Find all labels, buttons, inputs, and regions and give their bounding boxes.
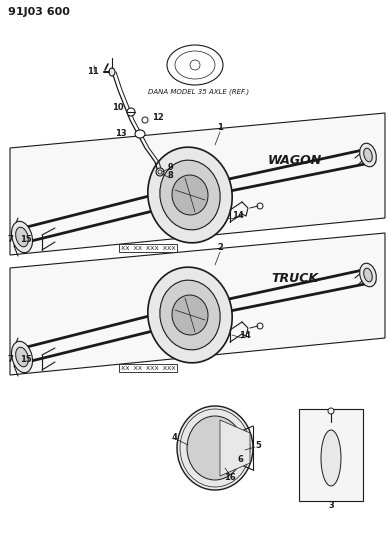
Ellipse shape bbox=[328, 408, 334, 414]
Text: 15: 15 bbox=[20, 356, 32, 365]
Ellipse shape bbox=[364, 148, 372, 162]
Text: 7: 7 bbox=[8, 356, 14, 365]
Ellipse shape bbox=[16, 227, 28, 247]
Ellipse shape bbox=[156, 168, 164, 176]
Polygon shape bbox=[220, 420, 250, 476]
Text: 4: 4 bbox=[172, 433, 178, 442]
Ellipse shape bbox=[160, 160, 220, 230]
Text: 2: 2 bbox=[217, 244, 223, 253]
Ellipse shape bbox=[148, 147, 232, 243]
Ellipse shape bbox=[11, 341, 32, 373]
FancyBboxPatch shape bbox=[299, 409, 363, 501]
Ellipse shape bbox=[360, 263, 376, 287]
Text: |: | bbox=[92, 66, 94, 72]
Text: 16: 16 bbox=[224, 473, 236, 482]
Text: 13: 13 bbox=[115, 130, 127, 139]
Ellipse shape bbox=[364, 268, 372, 282]
Ellipse shape bbox=[109, 68, 115, 76]
Text: 5: 5 bbox=[255, 440, 261, 449]
Ellipse shape bbox=[172, 175, 208, 215]
Text: 3: 3 bbox=[328, 500, 334, 510]
Ellipse shape bbox=[177, 406, 253, 490]
Text: 1: 1 bbox=[217, 124, 223, 133]
Ellipse shape bbox=[160, 280, 220, 350]
Text: 10: 10 bbox=[112, 103, 124, 112]
Ellipse shape bbox=[172, 295, 208, 335]
Text: DANA MODEL 35 AXLE (REF.): DANA MODEL 35 AXLE (REF.) bbox=[148, 89, 249, 95]
Ellipse shape bbox=[360, 143, 376, 167]
Ellipse shape bbox=[135, 130, 145, 138]
Text: 14: 14 bbox=[232, 211, 244, 220]
Text: 12: 12 bbox=[152, 114, 164, 123]
Polygon shape bbox=[10, 233, 385, 375]
Ellipse shape bbox=[11, 221, 32, 253]
Text: 15: 15 bbox=[20, 236, 32, 245]
Polygon shape bbox=[10, 113, 385, 255]
Text: 11: 11 bbox=[87, 68, 99, 77]
Text: WAGON: WAGON bbox=[268, 154, 322, 166]
Text: XX  XX  XXX  XXX: XX XX XXX XXX bbox=[121, 246, 175, 251]
Text: TRUCK: TRUCK bbox=[271, 271, 319, 285]
Ellipse shape bbox=[148, 267, 232, 363]
Ellipse shape bbox=[187, 416, 243, 480]
Ellipse shape bbox=[127, 108, 135, 116]
Text: 7: 7 bbox=[8, 236, 14, 245]
Text: 8: 8 bbox=[168, 172, 174, 181]
Ellipse shape bbox=[321, 430, 341, 486]
Ellipse shape bbox=[142, 117, 148, 123]
Ellipse shape bbox=[16, 347, 28, 367]
Text: 14: 14 bbox=[239, 330, 251, 340]
Text: XX  XX  XXX  XXX: XX XX XXX XXX bbox=[121, 366, 175, 370]
Text: 91J03 600: 91J03 600 bbox=[8, 7, 70, 17]
Text: 9: 9 bbox=[168, 164, 174, 173]
Text: 6: 6 bbox=[237, 456, 243, 464]
